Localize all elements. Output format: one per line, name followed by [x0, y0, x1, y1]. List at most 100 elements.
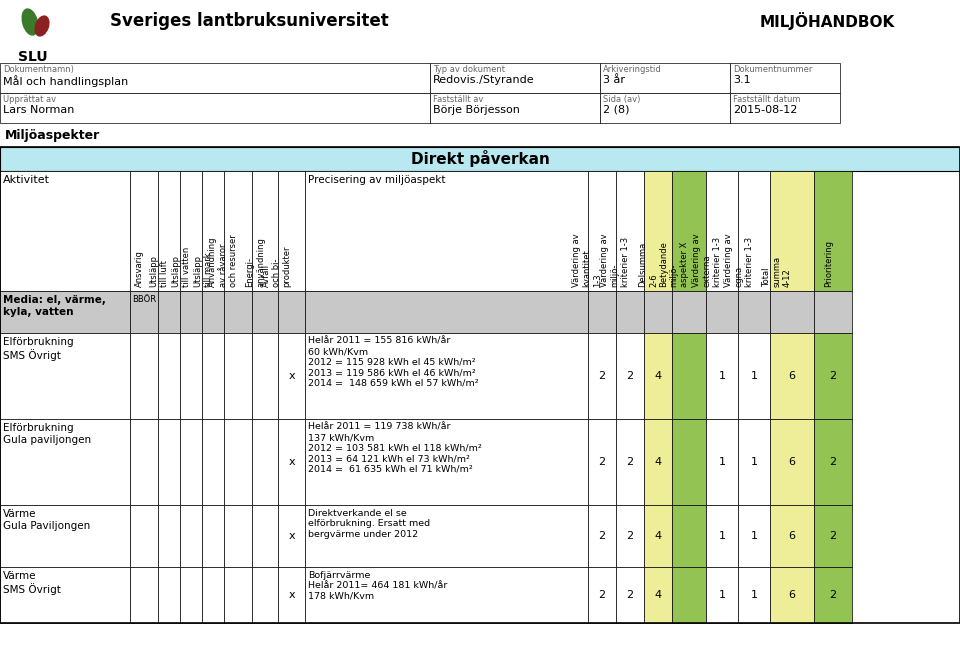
Bar — [180, 419, 202, 505]
Bar — [224, 291, 252, 333]
Bar — [130, 171, 158, 291]
Text: 6: 6 — [788, 457, 796, 467]
Text: Miljöaspekter: Miljöaspekter — [5, 129, 100, 142]
Text: 2015-08-12: 2015-08-12 — [733, 105, 798, 115]
Bar — [0, 505, 130, 567]
Bar — [814, 333, 852, 419]
Bar — [588, 567, 616, 623]
Bar — [672, 505, 706, 567]
Bar — [644, 291, 672, 333]
Text: Fastställt datum: Fastställt datum — [733, 95, 801, 104]
Bar — [202, 567, 224, 623]
Bar — [130, 291, 158, 333]
Bar — [278, 505, 305, 567]
Bar — [672, 419, 706, 505]
Text: Värdering av
kvantitet
1-3: Värdering av kvantitet 1-3 — [572, 234, 602, 287]
Text: 1: 1 — [751, 371, 757, 381]
Text: Börje Börjesson: Börje Börjesson — [433, 105, 520, 115]
Text: 2: 2 — [627, 457, 634, 467]
Text: 2: 2 — [627, 531, 634, 541]
Text: Mål och handlingsplan: Mål och handlingsplan — [3, 75, 129, 87]
Text: 1: 1 — [751, 457, 757, 467]
Bar — [0, 291, 130, 333]
Text: 6: 6 — [788, 371, 796, 381]
Text: 2: 2 — [598, 590, 606, 600]
Bar — [158, 171, 180, 291]
Bar — [0, 63, 430, 93]
Text: Elförbrukning
Gula paviljongen: Elförbrukning Gula paviljongen — [3, 423, 91, 445]
Bar — [672, 567, 706, 623]
Bar — [252, 333, 278, 419]
Bar — [770, 333, 814, 419]
Bar — [814, 567, 852, 623]
Bar — [644, 567, 672, 623]
Bar — [305, 171, 588, 291]
Bar — [616, 505, 644, 567]
Text: Redovis./Styrande: Redovis./Styrande — [433, 75, 535, 85]
Bar — [0, 147, 960, 623]
Bar — [814, 505, 852, 567]
Bar — [0, 567, 130, 623]
Bar — [0, 419, 130, 505]
Bar — [180, 567, 202, 623]
Text: Arkiveringstid: Arkiveringstid — [603, 65, 661, 74]
Bar — [224, 171, 252, 291]
Text: 2 (8): 2 (8) — [603, 105, 630, 115]
Bar — [814, 291, 852, 333]
Bar — [158, 505, 180, 567]
Text: 6: 6 — [788, 590, 796, 600]
Text: x: x — [288, 531, 295, 541]
Text: x: x — [288, 590, 295, 600]
Bar — [644, 505, 672, 567]
Text: Användning
av råvaror
och resurser: Användning av råvaror och resurser — [208, 234, 238, 287]
Bar — [588, 333, 616, 419]
Text: 3 år: 3 år — [603, 75, 625, 85]
Text: Energi-
användning: Energi- användning — [246, 237, 265, 287]
Text: Media: el, värme,
kyla, vatten: Media: el, värme, kyla, vatten — [3, 295, 106, 317]
Bar — [305, 419, 588, 505]
Bar — [224, 505, 252, 567]
Bar — [278, 171, 305, 291]
Text: 4: 4 — [655, 371, 661, 381]
Text: Lars Norman: Lars Norman — [3, 105, 74, 115]
Bar — [158, 291, 180, 333]
Bar — [616, 333, 644, 419]
Bar — [180, 333, 202, 419]
Bar — [224, 419, 252, 505]
Text: 4: 4 — [655, 590, 661, 600]
Text: 6: 6 — [788, 531, 796, 541]
Text: SLU: SLU — [18, 50, 48, 64]
Bar — [616, 419, 644, 505]
Bar — [130, 333, 158, 419]
Text: Total
summa
4-12: Total summa 4-12 — [762, 256, 792, 287]
Text: x: x — [288, 457, 295, 467]
Bar — [278, 333, 305, 419]
Bar — [814, 419, 852, 505]
Bar — [672, 171, 706, 291]
Text: Dokumentnamn): Dokumentnamn) — [3, 65, 74, 74]
Text: 2: 2 — [598, 457, 606, 467]
Text: Utsläpp
till mark: Utsläpp till mark — [194, 252, 213, 287]
Text: Värme
Gula Paviljongen: Värme Gula Paviljongen — [3, 509, 90, 531]
Bar — [600, 63, 730, 93]
Text: 2: 2 — [829, 590, 836, 600]
Text: Avfall
och bi-
produkter: Avfall och bi- produkter — [262, 245, 292, 287]
Bar — [130, 419, 158, 505]
Bar — [430, 93, 600, 123]
Text: 2: 2 — [829, 371, 836, 381]
Text: Betydande
miljö-
aspekter X: Betydande miljö- aspekter X — [660, 241, 689, 287]
Ellipse shape — [35, 16, 50, 36]
Bar — [278, 419, 305, 505]
Bar — [0, 93, 430, 123]
Bar — [616, 291, 644, 333]
Bar — [770, 567, 814, 623]
Bar — [224, 333, 252, 419]
Bar — [706, 291, 738, 333]
Bar — [730, 63, 840, 93]
Text: 3.1: 3.1 — [733, 75, 751, 85]
Text: Värdering av
egna
kriterier 1-3: Värdering av egna kriterier 1-3 — [724, 234, 754, 287]
Bar — [672, 333, 706, 419]
Bar — [770, 171, 814, 291]
Bar — [252, 419, 278, 505]
Text: Prioritering: Prioritering — [824, 240, 833, 287]
